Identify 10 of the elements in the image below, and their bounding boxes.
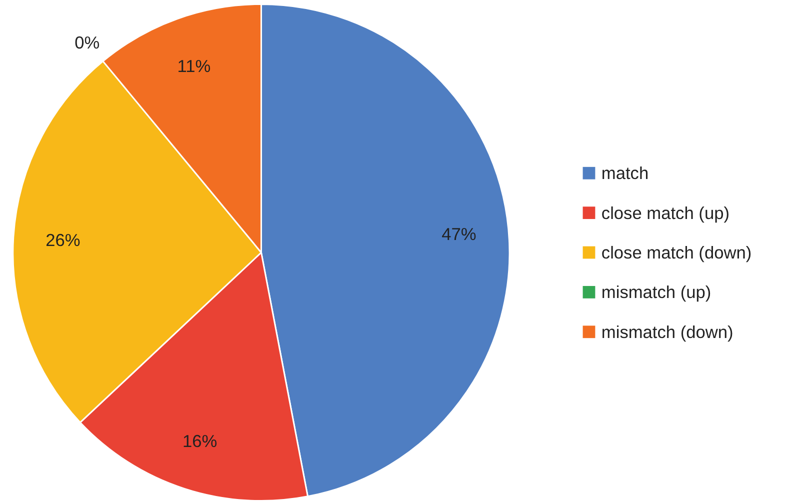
data-label: 26%	[46, 230, 80, 250]
data-label: 16%	[182, 431, 218, 452]
legend-label: close match (down)	[601, 242, 752, 262]
legend-label: mismatch (down)	[601, 322, 734, 342]
data-label: 11%	[177, 56, 211, 76]
data-label: 47%	[442, 224, 476, 244]
text: 0%	[74, 32, 100, 52]
legend-label: close match (up)	[601, 202, 730, 223]
legend-label: mismatch (up)	[601, 282, 712, 302]
legend-label: match	[601, 163, 649, 184]
